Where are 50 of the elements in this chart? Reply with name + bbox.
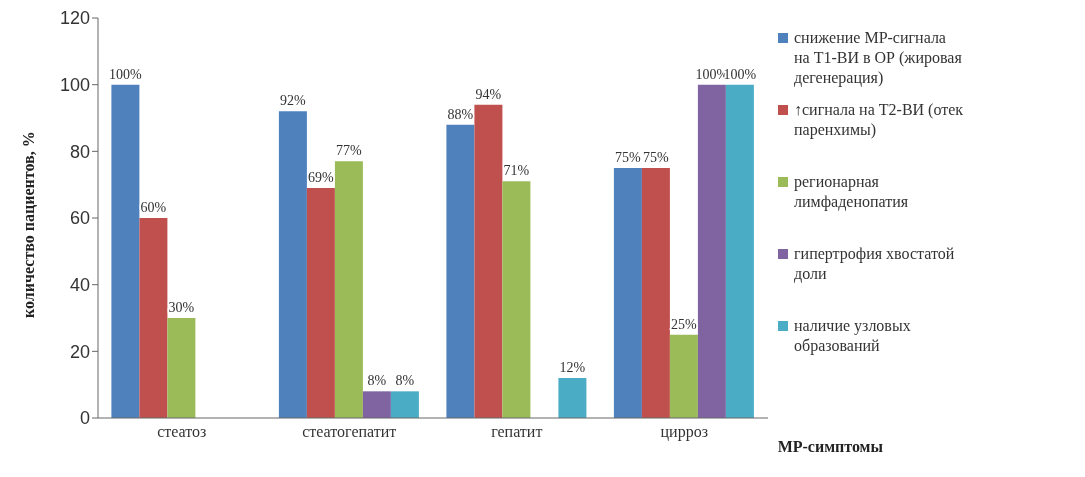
bar — [139, 218, 168, 418]
x-tick-label: гепатит — [491, 423, 543, 441]
bar — [502, 181, 531, 418]
y-tick-label: 40 — [69, 275, 90, 296]
bar — [306, 188, 335, 418]
y-tick-label: 60 — [69, 208, 90, 229]
bar — [390, 391, 419, 418]
bar — [334, 161, 363, 418]
data-label: 12% — [559, 360, 586, 375]
data-label: 25% — [671, 316, 698, 332]
legend-label: регионарная лимфаденопатия — [794, 172, 910, 212]
y-tick-label: 0 — [79, 408, 90, 429]
legend-label: ↑сигнала на Т2-ВИ (отек паренхимы) — [794, 100, 964, 140]
bar — [474, 104, 503, 418]
bar — [167, 318, 196, 418]
bar — [669, 334, 698, 418]
data-label: 88% — [447, 106, 474, 122]
data-label: 94% — [475, 86, 502, 102]
x-tick-label: цирроз — [660, 423, 708, 442]
legend-label: гипертрофия хвостатой доли — [794, 244, 956, 284]
data-label: 75% — [643, 150, 670, 165]
bar — [446, 124, 475, 418]
data-label: 92% — [280, 93, 307, 109]
x-tick-label: стеатогепатит — [302, 423, 397, 441]
data-label: 60% — [140, 200, 167, 215]
bar — [558, 378, 587, 418]
bar — [278, 111, 307, 418]
y-axis-title: количество пациентов, % — [19, 131, 37, 318]
x-tick-label: стеатоз — [157, 423, 207, 441]
bar — [613, 168, 642, 418]
data-label: 71% — [503, 163, 530, 179]
y-tick-label: 80 — [69, 141, 90, 162]
bar — [697, 84, 726, 418]
data-label: 8% — [367, 373, 387, 389]
y-tick-label: 20 — [69, 341, 90, 362]
y-tick-label: 120 — [59, 8, 90, 29]
data-label: 100% — [109, 66, 143, 82]
data-label: 30% — [168, 300, 195, 315]
bar — [641, 168, 670, 418]
data-label: 8% — [395, 373, 415, 389]
legend-label: наличие узловых образований — [794, 316, 912, 356]
data-label: 77% — [336, 143, 363, 159]
bar — [362, 391, 391, 418]
bar — [725, 84, 754, 418]
data-label: 69% — [308, 170, 335, 185]
bar — [111, 84, 140, 418]
y-tick-label: 100 — [59, 75, 90, 96]
data-label: 75% — [615, 150, 642, 165]
x-axis-title: МР-симптомы — [777, 438, 884, 455]
legend-label: снижение МР-сигнала на Т1-ВИ в ОР (жировая дегенерация) — [794, 28, 963, 88]
